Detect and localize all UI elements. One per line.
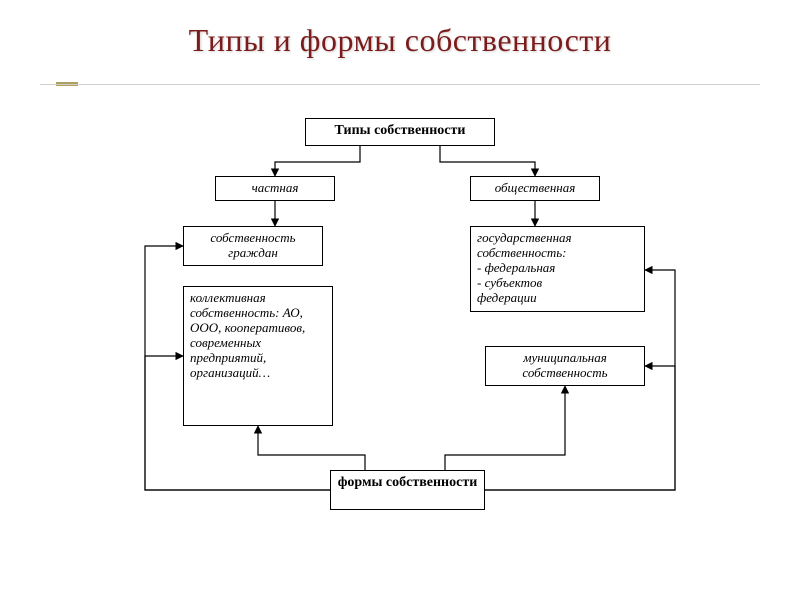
- slide-title: Типы и формы собственности: [0, 22, 800, 59]
- node-state: государственная собственность: - федерал…: [470, 226, 645, 312]
- node-municipal: муниципальная собственность: [485, 346, 645, 386]
- node-public: общественная: [470, 176, 600, 201]
- edge-1: [440, 146, 535, 176]
- node-citizens: собственность граждан: [183, 226, 323, 266]
- slide-title-row: Типы и формы собственности: [0, 22, 800, 59]
- edge-6: [258, 426, 365, 470]
- node-private: частная: [215, 176, 335, 201]
- edge-0: [275, 146, 360, 176]
- node-forms: формы собственности: [330, 470, 485, 510]
- ownership-diagram: Типы собственности частная общественная соб…: [105, 110, 695, 580]
- title-underline: [40, 84, 760, 85]
- node-types: Типы собственности: [305, 118, 495, 146]
- node-collective: коллективная собственность: АО, ООО, коо…: [183, 286, 333, 426]
- edge-9: [445, 386, 565, 470]
